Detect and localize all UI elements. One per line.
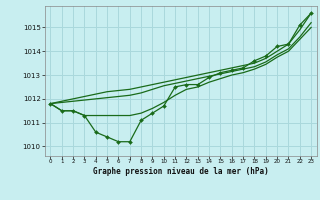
X-axis label: Graphe pression niveau de la mer (hPa): Graphe pression niveau de la mer (hPa) xyxy=(93,167,269,176)
